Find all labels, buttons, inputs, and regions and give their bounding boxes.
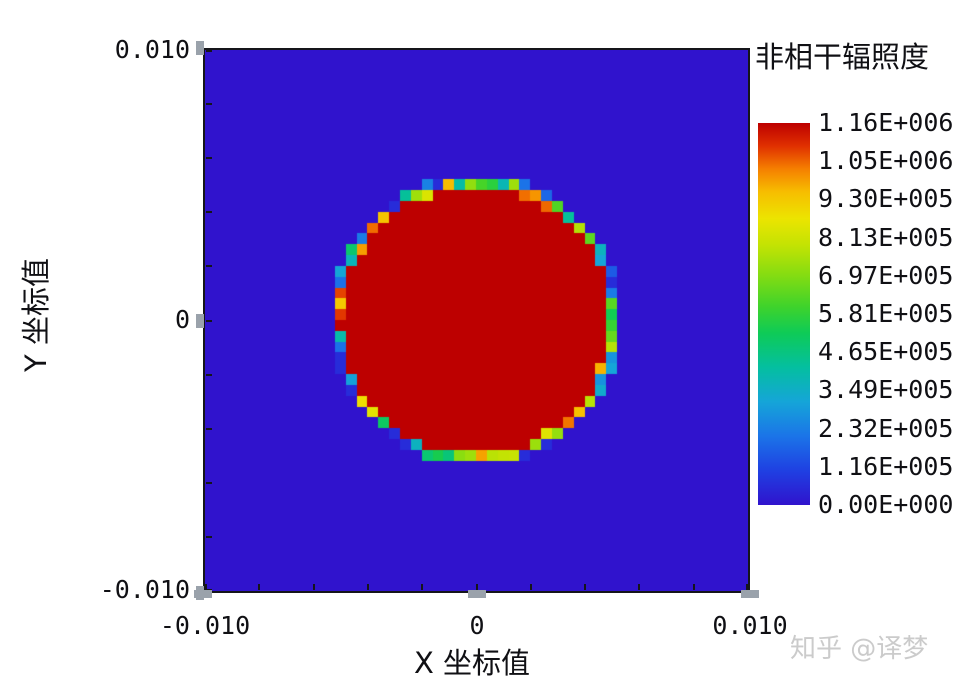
x-minor-tick — [746, 584, 748, 590]
x-major-tick — [467, 590, 486, 598]
colorbar-tick-label: 1.05E+006 — [818, 146, 954, 176]
colorbar-tick-label: 3.49E+005 — [818, 375, 954, 405]
y-minor-tick — [206, 265, 212, 268]
x-major-tick — [741, 590, 759, 598]
x-minor-tick — [312, 584, 315, 590]
x-minor-tick — [421, 584, 424, 590]
y-minor-tick — [206, 427, 212, 430]
colorbar-gradient — [758, 123, 810, 505]
colorbar-tick-label: 8.13E+005 — [818, 222, 954, 252]
heatmap-canvas — [205, 50, 748, 591]
colorbar-tick-label: 6.97E+005 — [818, 260, 954, 290]
heatmap-plot-area — [203, 48, 750, 593]
x-tick-label-right: 0.010 — [712, 611, 788, 640]
y-major-tick — [196, 586, 204, 600]
y-minor-tick — [206, 535, 212, 538]
x-axis-title: X 坐标值 — [413, 646, 531, 680]
colorbar-title: 非相干辐照度 — [755, 40, 930, 74]
colorbar-tick-label: 0.00E+000 — [818, 490, 954, 519]
x-minor-tick — [258, 584, 261, 590]
watermark-text: 知乎 @译梦 — [790, 634, 929, 664]
colorbar-tick-label: 1.16E+006 — [818, 108, 954, 137]
y-tick-label-bottom: -0.010 — [99, 575, 190, 604]
y-minor-tick — [206, 50, 212, 52]
y-major-tick — [196, 41, 204, 55]
colorbar-tick-label: 1.16E+005 — [818, 451, 954, 481]
colorbar-tick-label: 4.65E+005 — [818, 337, 954, 367]
x-minor-tick — [692, 584, 695, 590]
colorbar-tick-label: 2.32E+005 — [818, 413, 954, 443]
colorbar-tick-label: 9.30E+005 — [818, 184, 954, 214]
colorbar-tick-label: 5.81E+005 — [818, 299, 954, 328]
y-minor-tick — [206, 103, 212, 106]
y-minor-tick — [206, 211, 212, 214]
y-tick-label-top: 0.010 — [114, 35, 190, 64]
y-minor-tick — [206, 481, 212, 484]
x-tick-label-left: -0.010 — [159, 611, 251, 640]
x-minor-tick — [584, 584, 587, 590]
x-tick-label-center: 0 — [469, 611, 485, 640]
y-minor-tick — [206, 157, 212, 160]
y-axis-title: Y 坐标值 — [19, 258, 53, 372]
y-minor-tick — [206, 373, 212, 376]
y-tick-label-middle: 0 — [174, 305, 190, 334]
x-minor-tick — [366, 584, 369, 590]
x-minor-tick — [638, 584, 641, 590]
x-minor-tick — [205, 584, 207, 590]
y-minor-tick — [206, 319, 212, 322]
x-minor-tick — [475, 584, 478, 590]
x-minor-tick — [529, 584, 532, 590]
y-major-tick — [196, 313, 204, 328]
